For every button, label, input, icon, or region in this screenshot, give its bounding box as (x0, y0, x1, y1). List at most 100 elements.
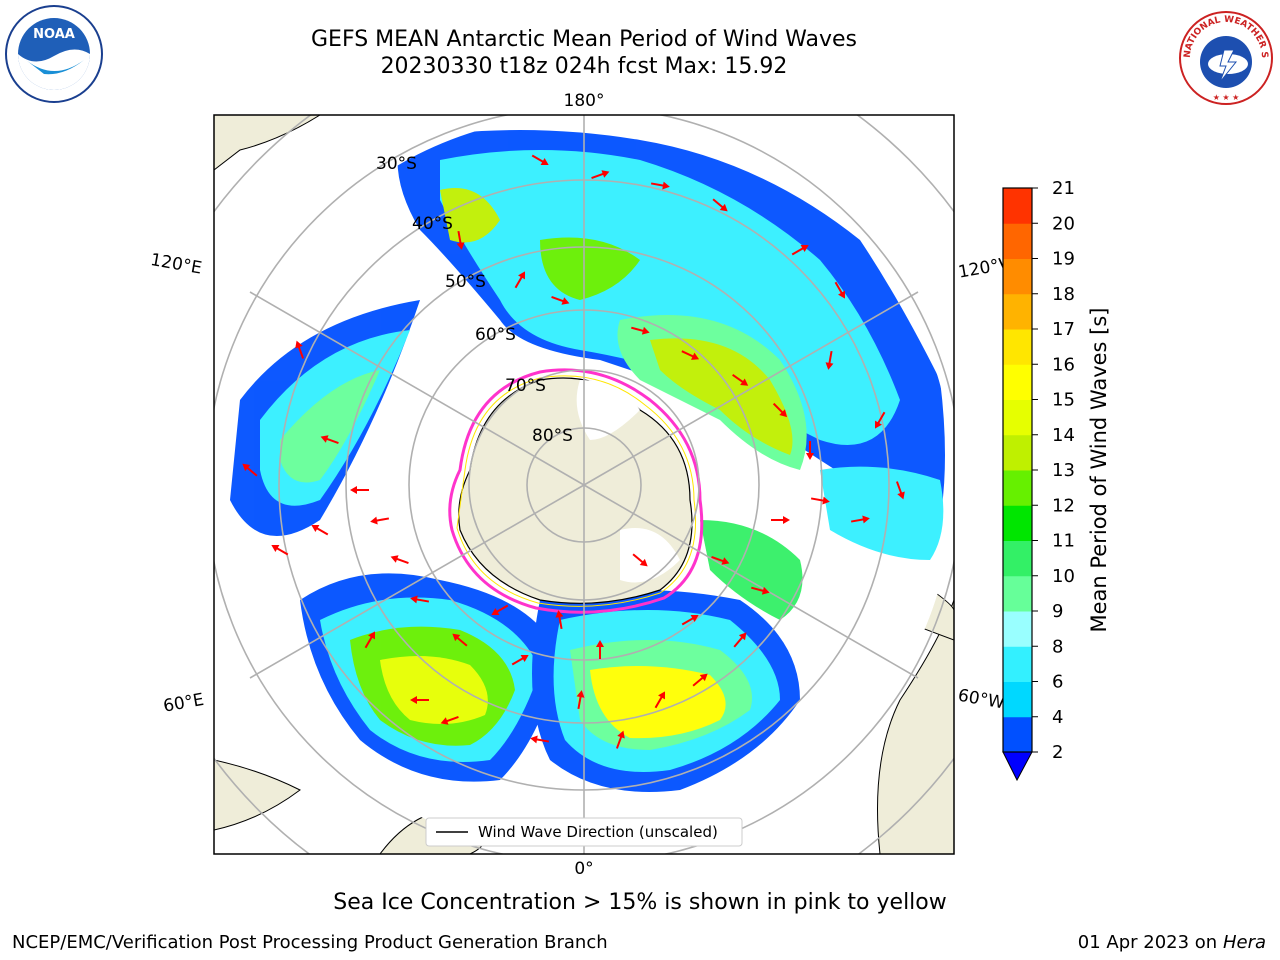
nws-logo: NATIONAL WEATHER SERVICE ★ ★ ★ (1178, 10, 1273, 105)
legend-label: Wind Wave Direction (unscaled) (478, 823, 718, 841)
colorbar-segment (1003, 223, 1032, 259)
wave-direction-arrow (295, 340, 305, 359)
wave-direction-arrow (591, 170, 610, 180)
wave-direction-arrow (410, 595, 430, 604)
wave-direction-arrow (596, 640, 604, 659)
colorbar-tick-label: 16 (1052, 354, 1075, 375)
map-legend (425, 817, 743, 847)
colorbar-segment (1003, 293, 1032, 330)
wave-direction-arrow (733, 632, 747, 648)
colorbar-tick-label: 13 (1052, 460, 1075, 481)
wave-direction-arrow (242, 463, 258, 477)
wave-direction-arrow (410, 696, 429, 704)
colorbar-segment (1003, 329, 1032, 365)
wave-direction-arrow (810, 496, 830, 505)
lat-label: 60°S (475, 325, 516, 345)
colorbar-tick-label: 17 (1052, 319, 1075, 340)
colorbar-tick-label: 15 (1052, 390, 1075, 411)
colorbar-segment (1003, 470, 1032, 506)
colorbar-tick-label: 9 (1052, 601, 1063, 622)
colorbar-tick-label: 11 (1052, 531, 1075, 552)
wave-direction-arrow (615, 730, 625, 749)
colorbar-tick-label: 20 (1052, 213, 1075, 234)
wave-direction-arrow (732, 374, 749, 386)
lat-label: 40°S (412, 214, 453, 234)
wave-direction-arrow (850, 515, 870, 524)
wave-direction-arrow (531, 154, 549, 165)
ice-shelf-area (620, 528, 680, 583)
noaa-logo-text: NOAA (33, 27, 75, 42)
machine-name: Hera (1222, 932, 1266, 953)
wave-direction-arrow (370, 516, 390, 525)
colorbar-segment (1003, 716, 1032, 753)
wave-direction-arrow (311, 525, 329, 536)
colorbar-tick-label: 21 (1052, 178, 1075, 199)
colorbar-segment (1003, 646, 1032, 682)
wave-direction-arrow (712, 198, 728, 212)
lat-label: 30°S (376, 154, 417, 174)
wave-period-field (230, 130, 945, 792)
wave-direction-arrow (551, 295, 570, 305)
wave-direction-arrow (364, 631, 375, 649)
wave-direction-arrow (654, 691, 665, 709)
ice-shelf-area (576, 380, 640, 440)
colorbar-segment (1003, 611, 1032, 647)
wave-direction-arrow (791, 245, 809, 256)
wave-direction-arrow (271, 545, 289, 556)
colorbar-segment (1003, 434, 1032, 471)
wave-direction-arrow (390, 555, 409, 565)
wave-direction-arrow (440, 715, 459, 725)
credit-line: NCEP/EMC/Verification Post Processing Pr… (12, 932, 608, 953)
lon-label-bottom: 0° (574, 859, 593, 879)
noaa-logo: NOAA (5, 5, 103, 103)
wave-direction-arrow (576, 690, 585, 710)
wave-direction-arrow (350, 486, 369, 494)
colorbar-segment (1003, 258, 1032, 295)
colorbar-tick-label: 19 (1052, 249, 1075, 270)
colorbar-tick-label: 10 (1052, 566, 1075, 587)
wave-direction-arrow (772, 402, 788, 418)
wave-direction-arrow (631, 326, 650, 335)
lat-label: 50°S (445, 272, 486, 292)
wave-direction-arrow (711, 555, 730, 565)
wave-direction-arrow (320, 435, 339, 445)
colorbar-label: Mean Period of Wind Waves [s] (1087, 308, 1111, 633)
wave-direction-arrow (514, 271, 525, 289)
colorbar-tick-label: 18 (1052, 284, 1075, 305)
colorbar-segment (1003, 399, 1032, 436)
sea-ice-caption: Sea Ice Concentration > 15% is shown in … (333, 890, 947, 915)
wave-direction-arrow (771, 516, 790, 524)
colorbar-tick-label: 4 (1052, 707, 1063, 728)
wave-direction-arrow (456, 230, 465, 250)
colorbar-tick-label: 8 (1052, 636, 1063, 657)
date-line: 01 Apr 2023 on Hera (1078, 932, 1266, 953)
wave-direction-arrow (530, 735, 550, 744)
map-title: GEFS MEAN Antarctic Mean Period of Wind … (311, 27, 857, 52)
wave-direction-arrow (632, 553, 648, 567)
wave-direction-arrow (452, 633, 468, 647)
map-frame (213, 114, 955, 855)
wave-direction-arrow (692, 673, 708, 687)
colorbar-tick-label: 2 (1052, 742, 1063, 763)
colorbar-tick-label: 12 (1052, 495, 1075, 516)
wave-direction-arrow (834, 281, 845, 299)
map-subtitle: 20230330 t18z 024h fcst Max: 15.92 (380, 54, 788, 79)
wave-direction-arrow (875, 411, 886, 429)
wind-wave-arrows (242, 154, 905, 749)
graticule (214, 115, 954, 854)
colorbar-segment (1003, 575, 1032, 612)
wave-direction-arrow (511, 655, 529, 666)
colorbar-tick-label: 14 (1052, 425, 1075, 446)
colorbar-segment (1003, 505, 1032, 541)
date-text: 01 Apr 2023 on (1077, 932, 1223, 953)
lat-label: 70°S (505, 376, 546, 396)
colorbar-segment (1003, 681, 1032, 718)
wave-direction-arrow (895, 481, 905, 500)
wave-direction-arrow (681, 615, 699, 626)
wave-direction-arrow (825, 350, 834, 370)
svg-text:★ ★ ★: ★ ★ ★ (1213, 93, 1240, 102)
colorbar-tick-label: 6 (1052, 672, 1063, 693)
colorbar-segment (1003, 188, 1032, 224)
